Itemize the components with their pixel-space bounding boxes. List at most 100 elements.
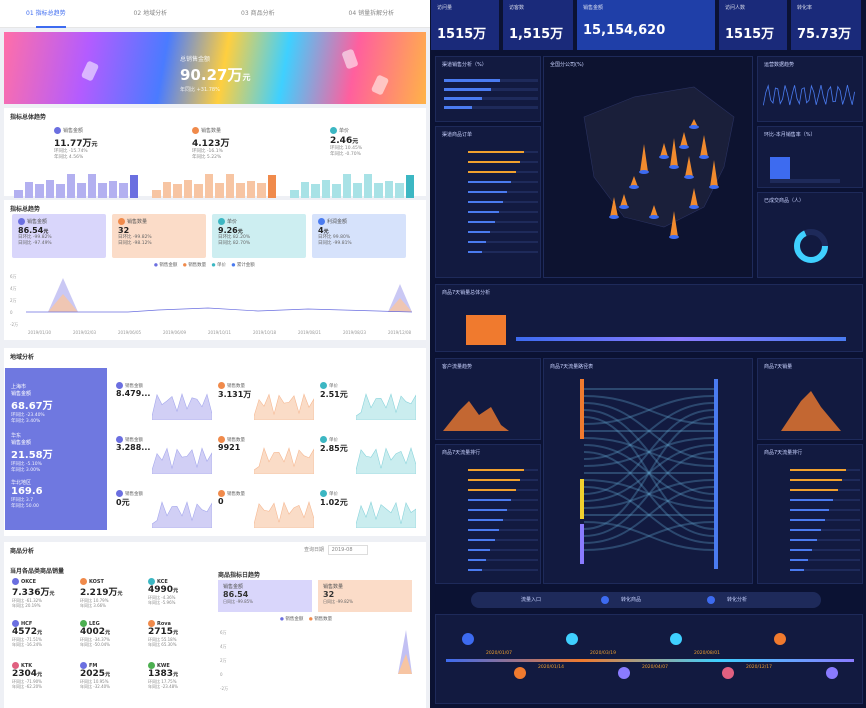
sankey-flow — [583, 437, 715, 467]
rank-row — [468, 549, 538, 551]
product-item[interactable]: HCF 4572元 环同比 -71.51% 年同比 -16.24% — [12, 620, 43, 647]
region-metric[interactable]: 单价 2.85元 — [320, 436, 418, 480]
region-metric[interactable]: 销售数量 0 — [218, 490, 316, 534]
map-spike — [619, 205, 629, 209]
y-tick: 2万 — [10, 298, 17, 303]
timeline-node[interactable] — [462, 633, 474, 645]
trend-card[interactable]: 单价 9.26元 日环比 82.20% 日同比 82.70% — [212, 214, 306, 258]
date-select[interactable]: 2019-08 — [327, 545, 368, 555]
crystal-decoration — [341, 48, 359, 70]
sales7-panel: 商品7天销量总体分析 — [435, 284, 863, 352]
map-spike — [700, 135, 708, 157]
rank-row — [468, 489, 538, 491]
bar — [225, 174, 234, 198]
sankey-flow — [583, 451, 715, 537]
x-tick: 2019/06/05 — [118, 330, 142, 335]
trend-card[interactable]: 销售数量 32 日环比 -99.82% 日同比 -98.12% — [112, 214, 206, 258]
indicator-title: 指标总体趋势 — [10, 114, 47, 121]
map-spike — [690, 119, 698, 127]
y-tick: 6万 — [10, 274, 17, 279]
x-tick: 2019/10/18 — [253, 330, 277, 335]
region-metric[interactable]: 销售数量 9921 — [218, 436, 316, 480]
y-tick: -2万 — [220, 686, 228, 691]
rank-row — [468, 559, 538, 561]
bar — [321, 180, 330, 198]
bar — [66, 174, 75, 198]
region-title: 地域分析 — [10, 354, 35, 361]
map-spike — [610, 197, 618, 217]
map-spike — [640, 144, 648, 172]
rank-row — [790, 479, 860, 481]
tab-sales-breakdown[interactable]: 04 销量拆解分析 — [348, 9, 395, 17]
timeline-node[interactable] — [566, 633, 578, 645]
product-item[interactable]: FM 2025元 环同比 10.95% 年同比 -32.40% — [80, 662, 111, 689]
product-item[interactable]: KTK 2304元 环同比 -71.90% 年同比 -62.20% — [12, 662, 43, 689]
timeline-node[interactable] — [514, 667, 526, 679]
sales-area — [26, 278, 412, 312]
metric-icon — [54, 126, 61, 134]
timeline-node[interactable] — [722, 667, 734, 679]
sankey-flow — [583, 402, 715, 460]
bar — [290, 190, 299, 198]
map-spike — [620, 194, 628, 207]
rank-row — [468, 469, 538, 471]
indicator-card: 销售金额 11.77万元 环同比 -15.74% 年同比 4.56% — [14, 126, 142, 198]
sankey-node — [714, 379, 718, 569]
timeline-node[interactable] — [670, 633, 682, 645]
region-metric[interactable]: 销售金额 3.288... — [116, 436, 214, 480]
product-item[interactable]: KCE 4990元 环同比 -4.36% 年同比 -5.96% — [148, 578, 179, 605]
bar — [56, 184, 65, 198]
trend-card[interactable]: 销售金额 86.54元 日环比 -99.82% 日同比 -97.49% — [12, 214, 106, 258]
trend-card[interactable]: 利润金额 4元 日环比 99.80% 日同比 -99.81% — [312, 214, 406, 258]
hero-sub: 年同比 +31.78% — [180, 87, 220, 93]
y-tick: 0 — [220, 672, 223, 677]
region-metric[interactable]: 单价 1.02元 — [320, 490, 418, 534]
trend-legend: ● 销售金额 ● 销售数量 ● 单价 ● 累计金额 — [154, 263, 255, 268]
bar — [24, 182, 33, 198]
timeline-node[interactable] — [618, 667, 630, 679]
timeline-panel: 2020/01/07 2020/01/14 2020/03/19 2020/04/07… — [435, 614, 863, 704]
bar — [119, 183, 128, 198]
map-panel: 全国分公司(%) — [543, 56, 753, 278]
map-spike — [679, 145, 689, 149]
timeline-node[interactable] — [774, 633, 786, 645]
region-metric[interactable]: 销售金额 0元 — [116, 490, 214, 534]
sankey-flow — [583, 416, 715, 530]
rank-row — [468, 181, 538, 183]
product-item[interactable]: LEG 4002元 环同比 -34.37% 年同比 -50.04% — [80, 620, 111, 647]
rank-row — [468, 171, 538, 173]
price-line — [26, 307, 413, 313]
product-item[interactable]: KWE 1383元 环同比 17.75% 年同比 -23.48% — [148, 662, 179, 689]
region-summary-card[interactable]: 上海市 销售金额 68.67万 环同比 -23.40% 年同比 3.40% 华东… — [5, 368, 107, 530]
tab-region[interactable]: 02 地域分析 — [133, 9, 168, 17]
product-item[interactable]: KOST 2.219万元 环同比 10.79% 年同比 3.66% — [80, 578, 123, 608]
product-item[interactable]: OKCE 7.336万元 环同比 -61.32% 年同比 20.19% — [12, 578, 55, 608]
rank-row — [468, 241, 538, 243]
timeline-node[interactable] — [826, 667, 838, 679]
step-bar[interactable]: 流量入口 转化商品 转化分析 — [471, 592, 821, 608]
map-spike — [684, 175, 694, 179]
map-spike — [659, 155, 669, 159]
date-filter[interactable]: 查询日期 2019-08 — [304, 545, 368, 555]
tab-product[interactable]: 03 商品分析 — [241, 9, 275, 17]
tab-overall-trend[interactable]: 01 指标总趋势 — [0, 0, 108, 28]
map-spike — [685, 156, 693, 177]
trend-panel: 指标总趋势 销售金额 86.54元 日环比 -99.82% 日同比 -97.49% 销售… — [4, 200, 426, 340]
sankey-flow — [583, 395, 715, 425]
china-map — [583, 86, 735, 239]
y-tick: 4万 — [10, 286, 17, 291]
ops-trend-panel: 运营数据趋势 — [757, 56, 863, 122]
map-spike — [690, 188, 698, 207]
map-spike — [670, 138, 678, 167]
crystal-decoration — [80, 60, 100, 82]
region-metric[interactable]: 单价 2.51元 — [320, 382, 418, 426]
kpi-box: 访问人数 1515万 — [719, 0, 787, 50]
region-metric[interactable]: 销售数量 3.131万 — [218, 382, 316, 426]
region-metric[interactable]: 销售金额 8.479... — [116, 382, 214, 426]
map-spike — [630, 176, 638, 187]
sankey-flow — [583, 444, 715, 502]
map-spike — [689, 125, 699, 129]
map-spike — [709, 185, 719, 189]
product-item[interactable]: Rova 2715元 环同比 55.18% 年同比 65.30% — [148, 620, 179, 647]
bar — [173, 184, 182, 198]
